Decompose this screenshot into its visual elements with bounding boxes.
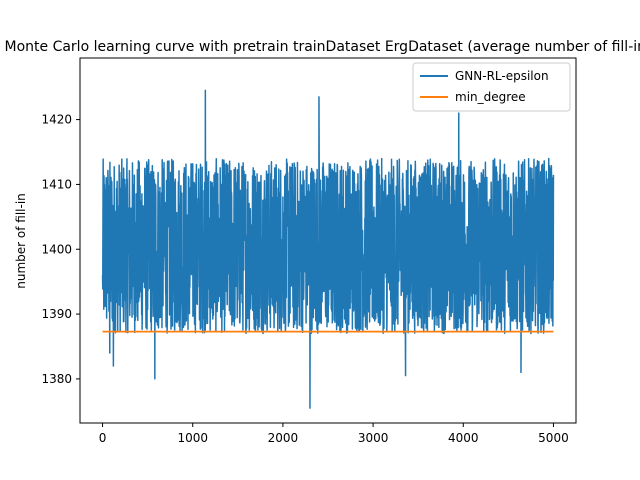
legend-frame — [412, 62, 571, 112]
y-axis: 1380 1390 1400 1410 1420 — [41, 113, 80, 386]
x-tick-label: 5000 — [538, 431, 569, 445]
series-line-gnn-rl-epsilon — [101, 89, 555, 409]
y-tick-label: 1410 — [41, 177, 72, 191]
y-tick-label: 1400 — [41, 242, 72, 256]
legend-label-gnn-rl-epsilon: GNN-RL-epsilon — [455, 69, 549, 83]
x-tick-label: 4000 — [448, 431, 479, 445]
series-layer — [101, 89, 555, 409]
legend-label-min-degree: min_degree — [455, 90, 526, 104]
x-tick-label: 1000 — [177, 431, 208, 445]
y-axis-label: number of fill-in — [14, 193, 28, 289]
y-tick-label: 1380 — [41, 372, 72, 386]
x-axis: 0 1000 2000 3000 4000 5000 — [99, 423, 569, 445]
axes-frame — [79, 57, 577, 424]
x-tick-label: 2000 — [268, 431, 299, 445]
y-tick-label: 1420 — [41, 113, 72, 127]
chart-title: Monte Carlo learning curve with pretrain… — [5, 39, 640, 55]
x-tick-label: 3000 — [358, 431, 389, 445]
legend: GNN-RL-epsilon min_degree — [412, 62, 571, 112]
y-tick-label: 1390 — [41, 307, 72, 321]
x-tick-label: 0 — [99, 431, 107, 445]
